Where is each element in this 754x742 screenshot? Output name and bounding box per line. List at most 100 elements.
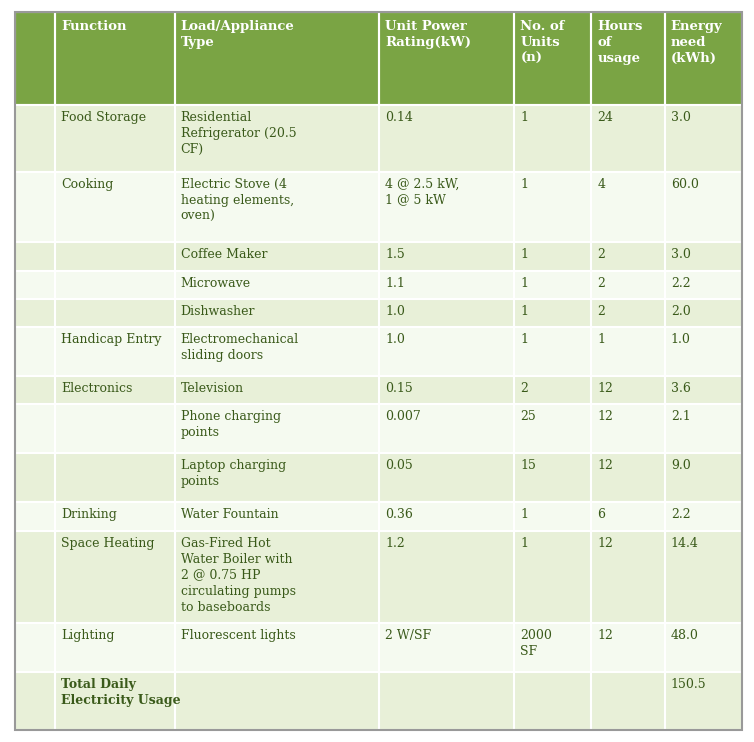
Text: 4 @ 2.5 kW,
1 @ 5 kW: 4 @ 2.5 kW, 1 @ 5 kW (385, 177, 460, 206)
Bar (665, 672, 742, 730)
Text: 24: 24 (597, 111, 613, 124)
Text: 2: 2 (597, 305, 605, 318)
Text: 1.0: 1.0 (385, 333, 405, 347)
Bar (379, 12, 514, 105)
Bar (514, 105, 591, 171)
Bar (175, 327, 379, 376)
Bar (665, 271, 742, 299)
Bar (591, 531, 665, 623)
Text: Dishwasher: Dishwasher (181, 305, 255, 318)
Bar (591, 105, 665, 171)
Bar (591, 502, 665, 531)
Text: Microwave: Microwave (181, 277, 251, 289)
Bar (55, 299, 175, 327)
Bar (379, 623, 514, 672)
Bar (514, 243, 591, 271)
Bar (591, 243, 665, 271)
Bar (55, 453, 175, 502)
Text: 2: 2 (597, 249, 605, 261)
Bar (591, 404, 665, 453)
Bar (665, 12, 742, 105)
Text: Unit Power
Rating(kW): Unit Power Rating(kW) (385, 20, 471, 49)
Bar (15, 243, 55, 271)
Text: 1.0: 1.0 (671, 333, 691, 347)
Text: 1: 1 (520, 536, 529, 550)
Text: Electric Stove (4
heating elements,
oven): Electric Stove (4 heating elements, oven… (181, 177, 294, 223)
Text: 12: 12 (597, 382, 613, 395)
Bar (175, 531, 379, 623)
Bar (55, 531, 175, 623)
Text: 2.0: 2.0 (671, 305, 691, 318)
Bar (379, 171, 514, 243)
Bar (15, 502, 55, 531)
Text: 12: 12 (597, 536, 613, 550)
Text: 1.0: 1.0 (385, 305, 405, 318)
Text: Handicap Entry: Handicap Entry (61, 333, 161, 347)
Bar (379, 376, 514, 404)
Text: 15: 15 (520, 459, 536, 473)
Text: Residential
Refrigerator (20.5
CF): Residential Refrigerator (20.5 CF) (181, 111, 296, 156)
Bar (379, 453, 514, 502)
Bar (15, 453, 55, 502)
Bar (15, 299, 55, 327)
Text: 12: 12 (597, 410, 613, 424)
Bar (514, 531, 591, 623)
Text: Cooking: Cooking (61, 177, 113, 191)
Text: Phone charging
points: Phone charging points (181, 410, 280, 439)
Text: Lighting: Lighting (61, 629, 115, 642)
Bar (514, 623, 591, 672)
Text: 1.5: 1.5 (385, 249, 405, 261)
Bar (665, 299, 742, 327)
Bar (665, 623, 742, 672)
Bar (379, 531, 514, 623)
Bar (175, 502, 379, 531)
Bar (15, 271, 55, 299)
Bar (379, 299, 514, 327)
Text: 1.2: 1.2 (385, 536, 405, 550)
Text: Hours
of
usage: Hours of usage (597, 20, 643, 65)
Bar (665, 243, 742, 271)
Text: 2: 2 (520, 382, 528, 395)
Text: 3.6: 3.6 (671, 382, 691, 395)
Text: Total Daily
Electricity Usage: Total Daily Electricity Usage (61, 678, 181, 707)
Bar (55, 271, 175, 299)
Bar (665, 105, 742, 171)
Bar (665, 502, 742, 531)
Bar (15, 404, 55, 453)
Bar (175, 271, 379, 299)
Bar (514, 171, 591, 243)
Bar (665, 327, 742, 376)
Bar (665, 531, 742, 623)
Bar (55, 404, 175, 453)
Bar (379, 502, 514, 531)
Text: 1: 1 (520, 111, 529, 124)
Bar (514, 327, 591, 376)
Text: 0.007: 0.007 (385, 410, 421, 424)
Bar (379, 404, 514, 453)
Bar (379, 105, 514, 171)
Text: No. of
Units
(n): No. of Units (n) (520, 20, 565, 65)
Bar (591, 327, 665, 376)
Bar (55, 672, 175, 730)
Bar (665, 376, 742, 404)
Bar (55, 12, 175, 105)
Bar (15, 12, 55, 105)
Bar (591, 453, 665, 502)
Bar (665, 171, 742, 243)
Text: 1: 1 (520, 277, 529, 289)
Bar (591, 171, 665, 243)
Bar (15, 672, 55, 730)
Text: 1: 1 (520, 177, 529, 191)
Bar (55, 105, 175, 171)
Text: Space Heating: Space Heating (61, 536, 155, 550)
Bar (379, 327, 514, 376)
Bar (175, 12, 379, 105)
Text: 2000
SF: 2000 SF (520, 629, 552, 658)
Text: 6: 6 (597, 508, 605, 521)
Text: Fluorescent lights: Fluorescent lights (181, 629, 296, 642)
Bar (15, 376, 55, 404)
Text: Water Fountain: Water Fountain (181, 508, 278, 521)
Bar (55, 243, 175, 271)
Text: Energy
need
(kWh): Energy need (kWh) (671, 20, 722, 65)
Bar (15, 623, 55, 672)
